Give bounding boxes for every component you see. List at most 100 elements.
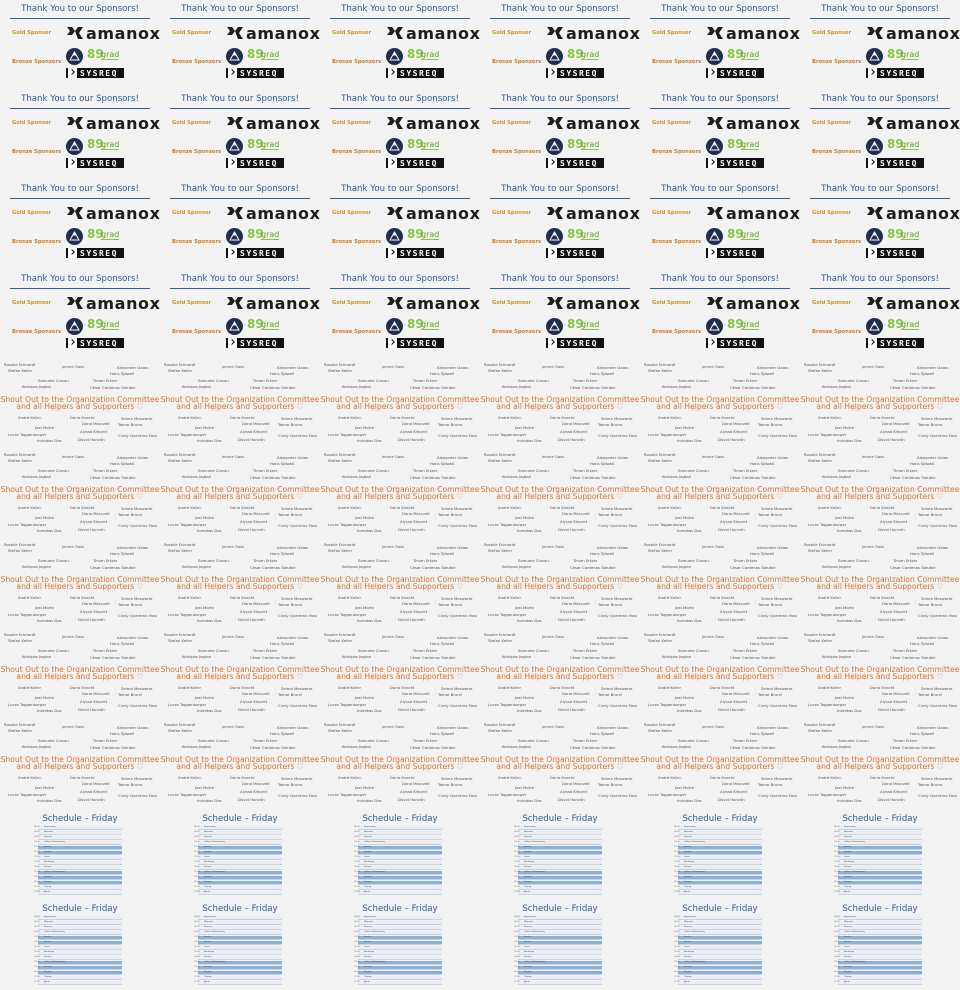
sponsors-slide-thumbnail[interactable]: Thank You to our Sponsors! Gold Sponsor … (160, 180, 320, 270)
schedule-slide-thumbnail[interactable]: Schedule – Friday 08:30 Registration 09:00… (160, 810, 320, 900)
helper-name: Samuele Clavau (198, 378, 229, 383)
sponsors-slide-thumbnail[interactable]: Thank You to our Sponsors! Gold Sponsor … (0, 180, 160, 270)
sysreq-logo: SYSREQ (66, 68, 124, 78)
schedule-slide-thumbnail[interactable]: Schedule – Friday 08:30 Registration 09:00… (640, 900, 800, 990)
helper-name: Lucas Toggenburger (328, 612, 367, 617)
89grad-word: grad (901, 230, 920, 240)
schedule-slide-thumbnail[interactable]: Schedule – Friday 08:30 Registration 09:00… (0, 810, 160, 900)
shoutout-slide-thumbnail[interactable]: Rosalie Eckhardt Jennie Gass Alexander G… (320, 720, 480, 810)
shoutout-line-1: Shout Out to the Organization Committee (160, 665, 320, 674)
schedule-slide-thumbnail[interactable]: Schedule – Friday 08:30 Registration 09:00… (0, 900, 160, 990)
schedule-time: 14:00 (34, 956, 40, 958)
schedule-slide-thumbnail[interactable]: Schedule – Friday 08:30 Registration 09:00… (480, 810, 640, 900)
sponsors-slide-thumbnail[interactable]: Thank You to our Sponsors! Gold Sponsor … (480, 270, 640, 360)
helper-name: Dario Knecht (710, 415, 735, 420)
shoutout-slide-thumbnail[interactable]: Rosalie Eckhardt Jennie Gass Alexander G… (0, 540, 160, 630)
shoutout-slide-thumbnail[interactable]: Rosalie Eckhardt Jennie Gass Alexander G… (640, 630, 800, 720)
sponsors-slide-thumbnail[interactable]: Thank You to our Sponsors! Gold Sponsor … (320, 180, 480, 270)
schedule-slide-thumbnail[interactable]: Schedule – Friday 08:30 Registration 09:00… (800, 900, 960, 990)
shoutout-slide-thumbnail[interactable]: Rosalie Eckhardt Jennie Gass Alexander G… (640, 540, 800, 630)
shoutout-slide-thumbnail[interactable]: Rosalie Eckhardt Jennie Gass Alexander G… (160, 540, 320, 630)
shoutout-slide-thumbnail[interactable]: Rosalie Eckhardt Jennie Gass Alexander G… (320, 630, 480, 720)
shoutout-slide-thumbnail[interactable]: Rosalie Eckhardt Jennie Gass Alexander G… (800, 720, 960, 810)
89grad-number: 89 (567, 47, 584, 61)
helper-name: Tamar Brunn (118, 782, 143, 787)
shoutout-slide-thumbnail[interactable]: Rosalie Eckhardt Jennie Gass Alexander G… (0, 360, 160, 450)
sponsors-slide-thumbnail[interactable]: Thank You to our Sponsors! Gold Sponsor … (640, 0, 800, 90)
helper-name: Selma Moswarte (281, 686, 313, 691)
shoutout-slide-thumbnail[interactable]: Rosalie Eckhardt Jennie Gass Alexander G… (800, 630, 960, 720)
helper-name: Joel Morte (35, 785, 55, 790)
schedule-slide-thumbnail[interactable]: Schedule – Friday 08:30 Registration 09:00… (320, 900, 480, 990)
sponsors-slide-thumbnail[interactable]: Thank You to our Sponsors! Gold Sponsor … (0, 270, 160, 360)
shoutout-slide-thumbnail[interactable]: Rosalie Eckhardt Jennie Gass Alexander G… (800, 360, 960, 450)
89grad-number: 89 (727, 137, 744, 151)
schedule-row: 10:30 Session (194, 936, 282, 940)
sponsors-slide-thumbnail[interactable]: Thank You to our Sponsors! Gold Sponsor … (800, 0, 960, 90)
helper-name: David Horrath (238, 527, 265, 532)
schedule-slide-thumbnail[interactable]: Schedule – Friday 08:30 Registration 09:00… (480, 900, 640, 990)
shoutout-slide-thumbnail[interactable]: Rosalie Eckhardt Jennie Gass Alexander G… (160, 720, 320, 810)
shoutout-slide-thumbnail[interactable]: Rosalie Eckhardt Jennie Gass Alexander G… (160, 360, 320, 450)
sponsors-slide-thumbnail[interactable]: Thank You to our Sponsors! Gold Sponsor … (800, 90, 960, 180)
schedule-item: Closing (204, 976, 212, 978)
schedule-item: Session (44, 851, 52, 853)
shoutout-slide-thumbnail[interactable]: Rosalie Eckhardt Jennie Gass Alexander G… (480, 360, 640, 450)
helper-name: Timon Ertzer (893, 738, 918, 743)
sponsors-slide-thumbnail[interactable]: Thank You to our Sponsors! Gold Sponsor … (480, 0, 640, 90)
sponsors-slide-thumbnail[interactable]: Thank You to our Sponsors! Gold Sponsor … (800, 180, 960, 270)
sponsors-slide-thumbnail[interactable]: Thank You to our Sponsors! Gold Sponsor … (320, 0, 480, 90)
shoutout-slide-thumbnail[interactable]: Rosalie Eckhardt Jennie Gass Alexander G… (640, 720, 800, 810)
shoutout-slide-thumbnail[interactable]: Rosalie Eckhardt Jennie Gass Alexander G… (160, 450, 320, 540)
helper-name: Jennie Gass (702, 364, 725, 369)
89grad-word: grad (421, 140, 440, 150)
shoutout-slide-thumbnail[interactable]: Rosalie Eckhardt Jennie Gass Alexander G… (640, 450, 800, 540)
helper-name: César Cardenas Steuble (410, 655, 456, 660)
sponsors-slide-thumbnail[interactable]: Thank You to our Sponsors! Gold Sponsor … (160, 0, 320, 90)
shoutout-line-2: and all Helpers and Supporters ♡ (656, 492, 784, 502)
shoutout-slide-thumbnail[interactable]: Rosalie Eckhardt Jennie Gass Alexander G… (640, 360, 800, 450)
helper-name: Selma Moswarte (441, 776, 473, 781)
helper-name: Lucas Toggenburger (648, 792, 687, 797)
sponsors-slide-thumbnail[interactable]: Thank You to our Sponsors! Gold Sponsor … (320, 90, 480, 180)
shoutout-slide-thumbnail[interactable]: Rosalie Eckhardt Jennie Gass Alexander G… (320, 450, 480, 540)
sponsors-slide-thumbnail[interactable]: Thank You to our Sponsors! Gold Sponsor … (800, 270, 960, 360)
sponsors-slide-thumbnail[interactable]: Thank You to our Sponsors! Gold Sponsor … (0, 0, 160, 90)
shoutout-slide-thumbnail[interactable]: Rosalie Eckhardt Jennie Gass Alexander G… (320, 540, 480, 630)
schedule-item: Coffee & Networking (684, 931, 705, 933)
sponsors-slide-thumbnail[interactable]: Thank You to our Sponsors! Gold Sponsor … (480, 180, 640, 270)
schedule-slide-thumbnail[interactable]: Schedule – Friday 08:30 Registration 09:00… (640, 810, 800, 900)
sponsors-slide-thumbnail[interactable]: Thank You to our Sponsors! Gold Sponsor … (160, 270, 320, 360)
shoutout-slide-thumbnail[interactable]: Rosalie Eckhardt Jennie Gass Alexander G… (0, 720, 160, 810)
schedule-slide-thumbnail[interactable]: Schedule – Friday 08:30 Registration 09:00… (160, 900, 320, 990)
helper-name: David Horrath (718, 797, 745, 802)
sponsors-slide-thumbnail[interactable]: Thank You to our Sponsors! Gold Sponsor … (640, 90, 800, 180)
sponsors-slide-thumbnail[interactable]: Thank You to our Sponsors! Gold Sponsor … (160, 90, 320, 180)
schedule-slide-thumbnail[interactable]: Schedule – Friday 08:30 Registration 09:00… (800, 810, 960, 900)
sponsors-slide-thumbnail[interactable]: Thank You to our Sponsors! Gold Sponsor … (480, 90, 640, 180)
helper-name: Lucas Toggenburger (168, 702, 207, 707)
shoutout-slide-thumbnail[interactable]: Rosalie Eckhardt Jennie Gass Alexander G… (480, 630, 640, 720)
shoutout-slide-thumbnail[interactable]: Rosalie Eckhardt Jennie Gass Alexander G… (0, 450, 160, 540)
shoutout-slide-thumbnail[interactable]: Rosalie Eckhardt Jennie Gass Alexander G… (160, 630, 320, 720)
helper-name: Selma Moswarte (601, 686, 633, 691)
helper-name: Stefan Keller (8, 638, 33, 643)
sysreq-logo: SYSREQ (386, 68, 444, 78)
shoutout-slide-thumbnail[interactable]: Rosalie Eckhardt Jennie Gass Alexander G… (800, 540, 960, 630)
helper-name: Kohlipas Jagtan (342, 474, 372, 479)
schedule-item: Session (684, 881, 692, 883)
shoutout-slide-thumbnail[interactable]: Rosalie Eckhardt Jennie Gass Alexander G… (480, 720, 640, 810)
shoutout-slide-thumbnail[interactable]: Rosalie Eckhardt Jennie Gass Alexander G… (800, 450, 960, 540)
schedule-time: 10:00 (674, 931, 680, 933)
shoutout-slide-thumbnail[interactable]: Rosalie Eckhardt Jennie Gass Alexander G… (480, 450, 640, 540)
sponsors-slide-thumbnail[interactable]: Thank You to our Sponsors! Gold Sponsor … (320, 270, 480, 360)
shoutout-slide-thumbnail[interactable]: Rosalie Eckhardt Jennie Gass Alexander G… (0, 630, 160, 720)
helper-name: Lucas Toggenburger (648, 432, 687, 437)
shoutout-slide-thumbnail[interactable]: Rosalie Eckhardt Jennie Gass Alexander G… (480, 540, 640, 630)
schedule-slide-thumbnail[interactable]: Schedule – Friday 08:30 Registration 09:00… (320, 810, 480, 900)
schedule-time: 10:30 (514, 936, 520, 938)
sponsors-slide-thumbnail[interactable]: Thank You to our Sponsors! Gold Sponsor … (640, 270, 800, 360)
shoutout-slide-thumbnail[interactable]: Rosalie Eckhardt Jennie Gass Alexander G… (320, 360, 480, 450)
sponsors-slide-thumbnail[interactable]: Thank You to our Sponsors! Gold Sponsor … (0, 90, 160, 180)
sponsors-slide-thumbnail[interactable]: Thank You to our Sponsors! Gold Sponsor … (640, 180, 800, 270)
